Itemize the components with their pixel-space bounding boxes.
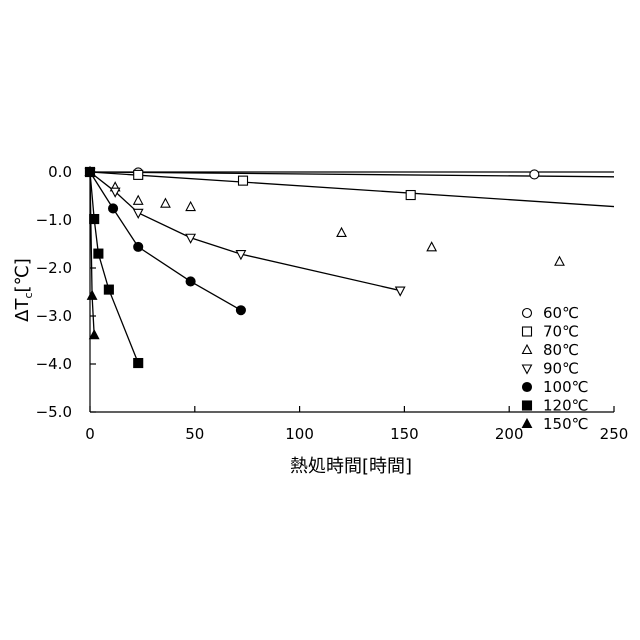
axes: 0 50 100 150 200 250 0.0 −1.0 −2.0 −3.0 −4.0 −5.0	[36, 163, 629, 443]
plot-markers	[86, 167, 565, 368]
data-point	[104, 285, 113, 294]
legend-label: 100℃	[543, 378, 588, 396]
x-tick-label: 100	[285, 425, 314, 443]
legend-marker	[523, 309, 532, 318]
data-point	[90, 330, 99, 339]
data-point	[530, 170, 539, 179]
legend-marker	[523, 401, 532, 410]
y-axis-label-unit: [℃]	[12, 258, 33, 292]
y-axis-label: ΔTc[℃]	[12, 258, 35, 322]
data-point	[134, 196, 143, 205]
data-point	[134, 209, 143, 218]
y-tick-label: −5.0	[36, 403, 72, 421]
data-point	[337, 228, 346, 237]
x-tick-label: 150	[390, 425, 419, 443]
data-point	[94, 249, 103, 258]
data-point	[109, 204, 118, 213]
data-point	[88, 291, 97, 300]
legend-marker	[523, 383, 532, 392]
legend-marker	[523, 419, 532, 428]
data-point	[555, 257, 564, 266]
legend: 60℃70℃80℃90℃100℃120℃150℃	[523, 304, 589, 433]
x-tick-label: 200	[495, 425, 524, 443]
y-tick-label: −3.0	[36, 307, 72, 325]
y-axis-label-main: ΔT	[12, 298, 33, 322]
data-point	[186, 202, 195, 211]
data-point	[161, 199, 170, 208]
y-tick-label: −1.0	[36, 211, 72, 229]
data-point	[239, 176, 248, 185]
data-point	[236, 306, 245, 315]
legend-marker	[523, 327, 532, 336]
data-point	[406, 191, 415, 200]
legend-label: 90℃	[543, 360, 579, 378]
data-point	[134, 359, 143, 368]
legend-marker	[523, 345, 532, 354]
data-point	[134, 170, 143, 179]
data-point	[90, 215, 99, 224]
legend-label: 120℃	[543, 397, 588, 415]
x-axis-label: 熱処時間[時間]	[290, 456, 412, 477]
y-tick-label: 0.0	[48, 163, 72, 181]
data-point	[186, 277, 195, 286]
series-line	[90, 172, 138, 363]
legend-marker	[523, 365, 532, 374]
y-tick-label: −4.0	[36, 355, 72, 373]
x-tick-label: 250	[600, 425, 629, 443]
legend-label: 70℃	[543, 323, 579, 341]
x-tick-label: 0	[85, 425, 95, 443]
plot-lines	[90, 172, 614, 363]
data-point	[396, 287, 405, 296]
y-tick-label: −2.0	[36, 259, 72, 277]
x-tick-label: 50	[185, 425, 204, 443]
legend-label: 150℃	[543, 415, 588, 433]
data-point	[134, 242, 143, 251]
data-point	[427, 242, 436, 251]
legend-label: 60℃	[543, 304, 579, 322]
legend-label: 80℃	[543, 341, 579, 359]
